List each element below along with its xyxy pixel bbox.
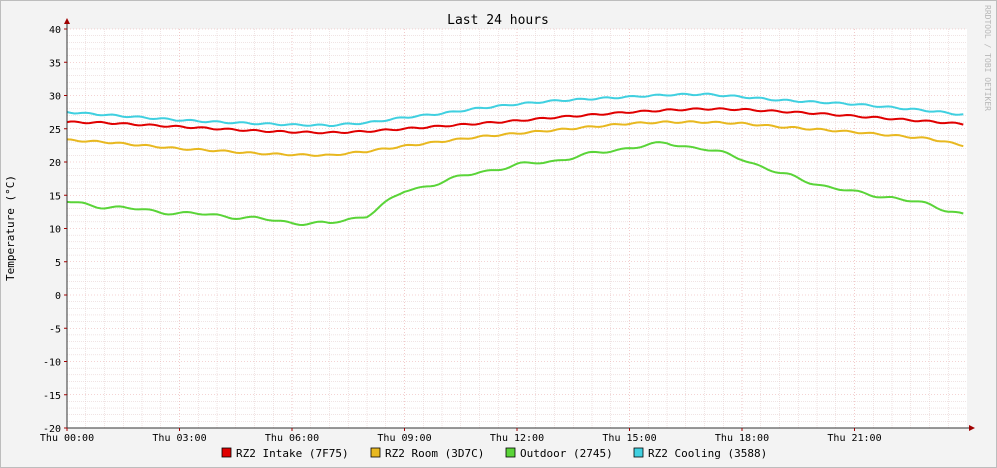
x-tick-label: Thu 15:00 (602, 433, 656, 444)
y-tick-label: -5 (49, 324, 61, 335)
y-axis-label: Temperature (°C) (4, 175, 17, 281)
y-tick-label: 0 (55, 291, 61, 302)
x-tick-label: Thu 00:00 (40, 433, 94, 444)
series-line (66, 107, 964, 135)
legend-swatch (370, 447, 381, 458)
series-line (66, 120, 964, 157)
legend: RZ2 Intake (7F75) RZ2 Room (3D7C) Outdoor … (221, 447, 767, 460)
x-tick-label: Thu 03:00 (152, 433, 206, 444)
y-tick-label: 35 (49, 58, 61, 69)
y-tick-labels: 40 35 30 25 20 15 10 5 0 -5 -10 -15 -20 (43, 25, 67, 435)
y-tick-label: 30 (49, 92, 61, 103)
legend-swatch (221, 447, 232, 458)
y-tick-label: -20 (43, 424, 61, 435)
y-tick-label: -10 (43, 358, 61, 369)
series-line (66, 92, 964, 127)
y-tick-label: 40 (49, 25, 61, 36)
legend-label: RZ2 Cooling (3588) (648, 447, 767, 460)
y-tick-label: 5 (55, 258, 61, 269)
legend-label: Outdoor (2745) (520, 447, 613, 460)
y-axis-arrow (64, 18, 70, 24)
y-tick-label: 10 (49, 225, 61, 236)
axes (64, 18, 975, 431)
x-tick-label: Thu 18:00 (715, 433, 769, 444)
y-tick-label: 20 (49, 158, 61, 169)
legend-label: RZ2 Intake (7F75) (236, 447, 349, 460)
x-tick-label: Thu 06:00 (265, 433, 319, 444)
x-tick-label: Thu 21:00 (827, 433, 881, 444)
y-tick-label: 25 (49, 125, 61, 136)
legend-swatch (633, 447, 644, 458)
legend-label: RZ2 Room (3D7C) (385, 447, 484, 460)
series-line (66, 141, 964, 226)
grid (66, 28, 967, 429)
y-tick-label: 15 (49, 191, 61, 202)
y-tick-label: -15 (43, 391, 61, 402)
x-tick-label: Thu 12:00 (490, 433, 544, 444)
x-axis-arrow (969, 425, 975, 431)
x-tick-label: Thu 09:00 (377, 433, 431, 444)
series-lines (66, 92, 964, 226)
watermark-text: RRDTOOL / TOBI OETIKER (983, 5, 992, 111)
legend-swatch (505, 447, 516, 458)
chart-title: Last 24 hours (447, 13, 549, 28)
x-tick-labels: Thu 00:00 Thu 03:00 Thu 06:00 Thu 09:00 Thu … (40, 428, 882, 444)
